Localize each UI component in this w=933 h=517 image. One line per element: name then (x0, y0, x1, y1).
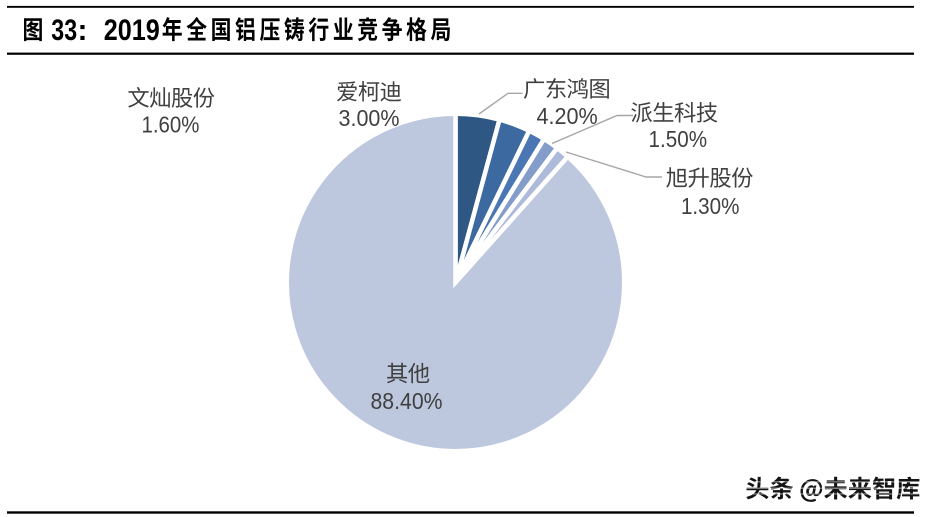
svg-text:3.00%: 3.00% (339, 105, 400, 131)
svg-text::: : (78, 14, 88, 47)
svg-text:4.20%: 4.20% (536, 103, 597, 129)
svg-text:1.60%: 1.60% (142, 112, 200, 138)
svg-text:88.40%: 88.40% (371, 388, 443, 414)
svg-text:1.50%: 1.50% (649, 126, 708, 152)
svg-text:1.30%: 1.30% (681, 193, 740, 219)
svg-text:2019: 2019 (104, 14, 160, 47)
svg-text:33: 33 (51, 14, 77, 47)
